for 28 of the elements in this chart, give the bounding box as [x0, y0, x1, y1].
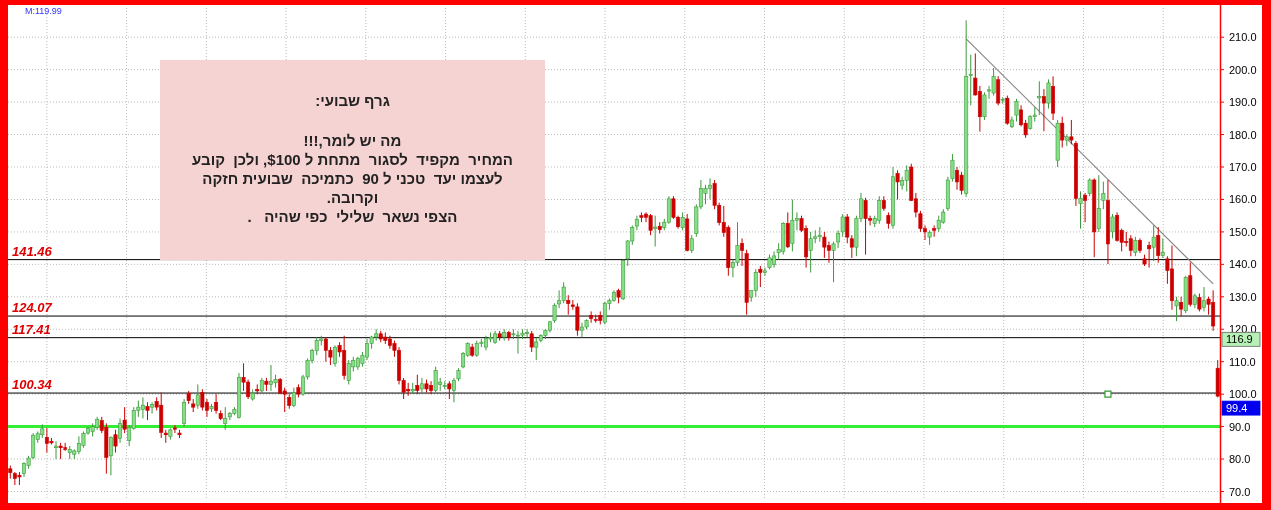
y-tick-label: 110.0: [1229, 355, 1256, 368]
y-tick-label: 210.0: [1229, 31, 1257, 44]
annotation: המחיר מקפיד לסגור מתחת ל $100, ולכן קובע: [191, 150, 514, 169]
y-tick-label: 120.0: [1229, 323, 1257, 336]
y-tick-label: 200.0: [1229, 63, 1257, 76]
y-tick-label: 160.0: [1229, 193, 1257, 206]
y-tick-label: 180.0: [1229, 128, 1257, 141]
y-tick-label: 170.0: [1229, 161, 1257, 174]
annotation: גרף שבועי:: [314, 91, 391, 110]
y-tick-label: 100.0: [1229, 388, 1257, 401]
y-tick-label: 190.0: [1229, 96, 1257, 109]
annotation: M:119.99: [25, 6, 62, 16]
ref-line-label: 141.46: [12, 243, 53, 259]
text: 99.4: [1226, 402, 1248, 415]
ref-line-label: 124.07: [12, 300, 53, 316]
annotation: הצפי נשאר שלילי כפי שהיה .: [246, 207, 459, 226]
y-tick-label: 70.0: [1229, 485, 1251, 498]
y-tick-label: 90.0: [1229, 420, 1251, 433]
y-tick-label: 80.0: [1229, 453, 1251, 466]
y-tick-label: 130.0: [1229, 290, 1257, 303]
y-tick-label: 150.0: [1229, 225, 1257, 238]
ref-line-label: 117.41: [12, 321, 51, 337]
ref-line-label: 100.34: [12, 377, 53, 393]
y-tick-label: 140.0: [1229, 258, 1257, 271]
annotation: 116.9: [1226, 333, 1253, 346]
annotation: מה יש לומר,!!!: [302, 131, 403, 150]
annotation: לעצמו יעד טכני ל 90 כתמיכה שבועית חזקה: [201, 169, 504, 188]
annotation: וקרובה.: [325, 188, 380, 207]
